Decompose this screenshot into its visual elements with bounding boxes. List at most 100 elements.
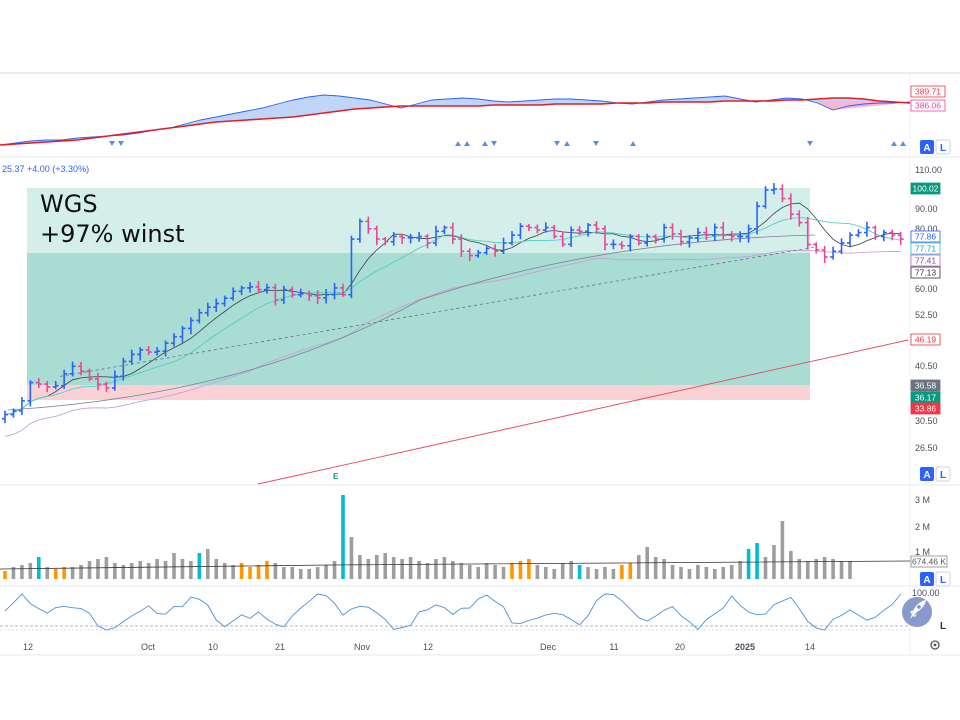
- volume-bar: [239, 563, 244, 579]
- volume-bar: [451, 561, 455, 579]
- candle: [762, 186, 769, 209]
- rs-log-button[interactable]: L: [935, 139, 951, 155]
- volume-bar: [96, 559, 100, 579]
- candle: [111, 370, 118, 391]
- volume-bar: [763, 557, 768, 579]
- profit-zone: [27, 253, 810, 385]
- time-tick-label: Dec: [540, 642, 557, 652]
- volume-log-button[interactable]: L: [935, 571, 951, 587]
- volume-bar: [375, 555, 379, 579]
- volume-bar: [349, 537, 354, 579]
- candle: [779, 184, 786, 203]
- candle: [728, 231, 735, 242]
- price-tag: 77.13: [910, 266, 941, 279]
- rs-signal-marker: [593, 141, 599, 146]
- price-log-button[interactable]: L: [935, 466, 951, 482]
- candle: [652, 234, 659, 244]
- price-tick-label: 80.00: [915, 224, 938, 234]
- candle: [340, 283, 346, 297]
- volume-bar: [206, 549, 210, 579]
- oscillator-line: [4, 593, 902, 631]
- candle: [221, 295, 228, 307]
- volume-bar: [839, 561, 844, 579]
- candle: [432, 225, 439, 247]
- volume-bar: [611, 569, 616, 579]
- volume-bar: [79, 565, 83, 579]
- volume-auto-button[interactable]: A: [920, 572, 934, 586]
- volume-bar: [459, 563, 464, 579]
- price-tags: 100.02 77.86 77.71 77.41 77.13 46.19 36.58 36.1…: [910, 182, 941, 415]
- profit-zone-upper: [27, 188, 810, 253]
- rocket-icon[interactable]: [902, 597, 932, 627]
- rs-signal-marker: [464, 141, 470, 146]
- candle: [272, 283, 279, 306]
- rs-auto-button[interactable]: A: [920, 140, 934, 154]
- rs-value-tag: 389.71: [910, 85, 946, 98]
- volume-bar: [358, 555, 362, 579]
- volume-tag-label: 674.46 K: [912, 557, 946, 567]
- candle: [247, 282, 254, 293]
- candle: [196, 308, 203, 324]
- rs-signal-marker: [891, 141, 897, 146]
- price-auto-button[interactable]: A: [920, 467, 934, 481]
- volume-bar: [822, 557, 827, 579]
- volume-tick-label: 2 M: [915, 522, 930, 532]
- candle: [847, 232, 853, 248]
- volume-bar: [797, 559, 802, 579]
- volume-bar: [383, 553, 388, 579]
- volume-bar: [510, 563, 514, 579]
- loss-zone: [27, 385, 810, 400]
- time-tick-label: Nov: [354, 642, 371, 652]
- rs-tag-box: [910, 99, 946, 112]
- candle: [610, 239, 617, 250]
- volume-bar: [713, 569, 717, 579]
- volume-bar: [746, 549, 751, 579]
- candle: [483, 246, 490, 255]
- oscillator-log-button[interactable]: L: [940, 621, 946, 632]
- candle: [120, 357, 127, 381]
- volume-bar: [282, 567, 286, 579]
- candle: [593, 221, 600, 234]
- candle: [711, 223, 718, 242]
- volume-bar: [366, 559, 371, 579]
- candle: [509, 231, 515, 246]
- ma-long-line: [257, 339, 909, 485]
- volume-bar: [129, 563, 134, 579]
- gear-icon[interactable]: [930, 640, 940, 650]
- volume-bar: [755, 543, 759, 579]
- candle: [745, 224, 752, 243]
- volume-bar: [273, 563, 278, 579]
- rs-signal-marker: [900, 141, 906, 146]
- volume-bar: [518, 561, 523, 579]
- price-tag-label: 36.17: [915, 393, 937, 403]
- candle: [618, 241, 625, 250]
- volume-bar: [670, 565, 675, 579]
- volume-bar: [544, 567, 548, 579]
- svg-text:A: A: [923, 143, 930, 154]
- volume-ma-line: [0, 560, 911, 570]
- price-tag-label: 100.02: [913, 184, 939, 194]
- candle: [644, 233, 651, 247]
- price-tag-label: 77.13: [915, 268, 937, 278]
- candle: [694, 227, 701, 242]
- rs-signal-marker: [564, 141, 570, 146]
- candle: [449, 222, 456, 245]
- candle: [230, 287, 237, 301]
- earnings-marker: E: [333, 472, 339, 481]
- volume-bar: [577, 565, 582, 579]
- candle: [466, 248, 473, 262]
- candle: [2, 410, 8, 424]
- candle: [103, 381, 110, 392]
- volume-bar: [679, 567, 683, 579]
- candle: [838, 238, 845, 255]
- candle: [872, 225, 879, 241]
- candle: [416, 232, 423, 242]
- volume-bar: [704, 567, 709, 579]
- volume-bar: [789, 551, 793, 579]
- time-axis: 12 Oct 10 21 Nov 12 Dec 11 20 2025 14: [23, 642, 815, 652]
- volume-bar: [848, 561, 852, 579]
- candle: [128, 349, 135, 365]
- candle: [356, 218, 363, 243]
- volume-bar: [738, 561, 742, 579]
